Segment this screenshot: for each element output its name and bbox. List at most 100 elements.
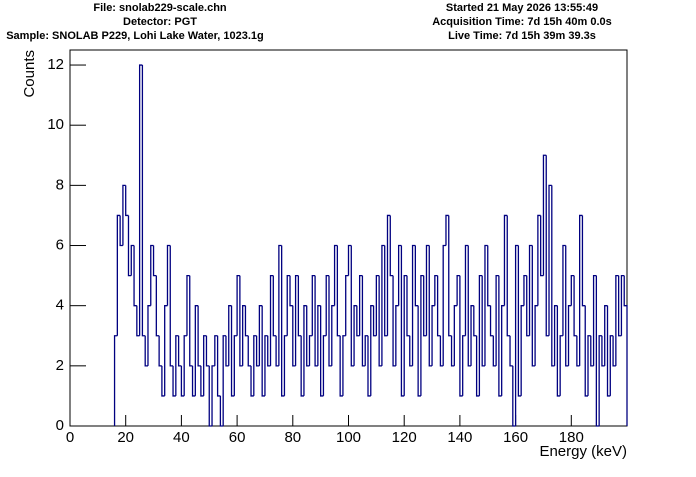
bin	[489, 305, 494, 337]
info-started: Started 21 May 2026 13:55:49	[446, 2, 598, 14]
bin	[562, 244, 566, 336]
bin	[361, 275, 366, 367]
bin	[403, 274, 407, 396]
bin	[592, 274, 597, 366]
x-tick-label: 0	[66, 429, 74, 446]
bin	[166, 244, 171, 306]
bin	[506, 215, 511, 337]
bin	[283, 335, 288, 396]
bin	[219, 395, 224, 427]
bin	[545, 155, 550, 337]
bin	[498, 275, 502, 397]
bin	[540, 215, 544, 277]
bin	[612, 335, 616, 367]
bin	[367, 335, 371, 397]
bin	[345, 274, 349, 336]
bin	[158, 335, 162, 367]
bin	[116, 214, 121, 336]
bin	[587, 335, 591, 396]
bin	[127, 215, 132, 277]
bin	[350, 245, 355, 367]
bin	[230, 305, 235, 397]
bin	[353, 305, 357, 366]
bin	[431, 305, 435, 366]
bin	[436, 275, 441, 337]
bin	[125, 185, 129, 217]
bin	[372, 305, 377, 337]
bin	[448, 215, 452, 337]
bin	[445, 214, 449, 246]
bin	[133, 245, 137, 307]
bin	[278, 244, 282, 366]
bin	[244, 305, 249, 337]
bin	[559, 335, 563, 396]
bin	[169, 245, 174, 367]
y-tick-label: 4	[56, 297, 64, 314]
bin	[386, 214, 391, 336]
y-tick-label: 10	[47, 116, 64, 133]
bin	[370, 305, 374, 396]
bin	[453, 305, 458, 366]
bin	[261, 305, 265, 397]
bin	[177, 335, 182, 367]
bin	[531, 245, 536, 367]
bin	[364, 335, 368, 366]
x-tick-label: 180	[559, 429, 584, 446]
bin	[358, 274, 363, 336]
bin	[119, 215, 123, 247]
bin	[150, 244, 154, 306]
bin	[233, 335, 238, 396]
bin	[395, 305, 399, 366]
info-detector: Detector: PGT	[123, 16, 197, 28]
bin	[303, 305, 307, 396]
bin	[462, 335, 466, 396]
bin	[141, 65, 146, 337]
bin	[609, 335, 614, 396]
bin	[428, 245, 433, 367]
bin	[595, 275, 600, 427]
y-tick-label: 2	[56, 357, 64, 374]
bin	[136, 305, 140, 337]
bin	[414, 245, 419, 307]
bin	[484, 244, 488, 366]
x-tick-label: 140	[447, 429, 472, 446]
bin	[255, 335, 260, 367]
bin	[375, 274, 380, 336]
bin	[130, 244, 135, 276]
bin	[194, 305, 199, 396]
bin	[473, 305, 477, 337]
bin	[553, 305, 558, 366]
bin	[384, 245, 388, 337]
bin	[242, 305, 246, 366]
bin	[534, 305, 538, 366]
bin	[172, 365, 176, 397]
bin	[478, 274, 483, 396]
bin	[492, 335, 497, 367]
bin	[122, 184, 126, 246]
info-live: Live Time: 7d 15h 39m 39.3s	[448, 30, 596, 42]
bin	[297, 275, 302, 337]
bin	[189, 275, 193, 367]
bin	[556, 305, 561, 397]
x-tick-label: 80	[284, 429, 301, 446]
bin	[590, 335, 594, 367]
bin	[514, 244, 519, 426]
bin	[272, 275, 277, 337]
x-tick-label: 100	[336, 429, 361, 446]
bin	[542, 154, 547, 276]
bin	[267, 335, 271, 367]
bin	[565, 245, 569, 367]
bin	[356, 305, 360, 337]
bin	[411, 244, 416, 366]
bin	[311, 274, 316, 336]
info-file: File: snolab229-scale.chn	[93, 2, 227, 14]
bin	[425, 244, 430, 336]
bin	[475, 335, 480, 397]
bin	[200, 365, 204, 397]
bin	[601, 335, 605, 367]
bin	[339, 335, 343, 397]
bin	[216, 335, 221, 397]
bin	[481, 275, 485, 367]
bin	[342, 335, 346, 396]
